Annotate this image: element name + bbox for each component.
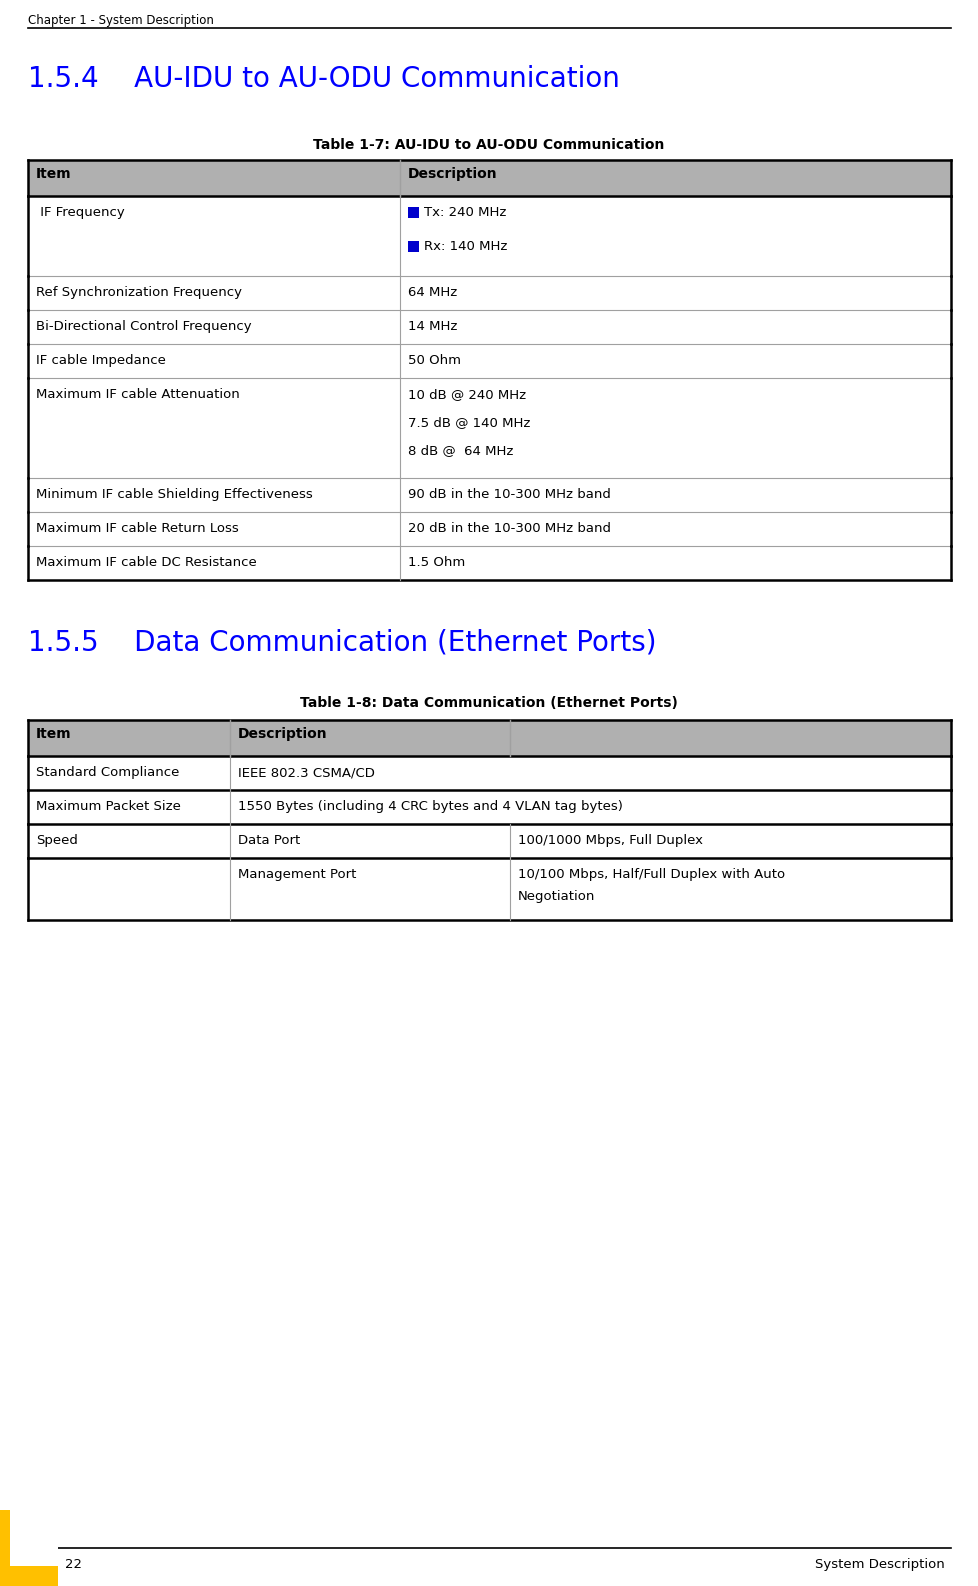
- Bar: [28, 197, 950, 276]
- Text: 1.5.4    AU-IDU to AU-ODU Communication: 1.5.4 AU-IDU to AU-ODU Communication: [28, 65, 619, 94]
- Bar: [0, 1510, 15, 1586]
- Bar: [28, 344, 950, 377]
- Bar: [408, 208, 419, 217]
- Text: 1550 Bytes (including 4 CRC bytes and 4 VLAN tag bytes): 1550 Bytes (including 4 CRC bytes and 4 …: [238, 799, 622, 814]
- Bar: [28, 160, 950, 197]
- Bar: [0, 1510, 58, 1586]
- Text: Item: Item: [36, 726, 71, 741]
- Text: Rx: 140 MHz: Rx: 140 MHz: [423, 239, 507, 254]
- Bar: [408, 241, 419, 252]
- Bar: [0, 1557, 58, 1586]
- Text: 14 MHz: 14 MHz: [408, 320, 457, 333]
- Text: Chapter 1 - System Description: Chapter 1 - System Description: [28, 14, 213, 27]
- Text: Maximum IF cable DC Resistance: Maximum IF cable DC Resistance: [36, 557, 256, 569]
- Text: 100/1000 Mbps, Full Duplex: 100/1000 Mbps, Full Duplex: [517, 834, 702, 847]
- Text: Bi-Directional Control Frequency: Bi-Directional Control Frequency: [36, 320, 251, 333]
- Text: Maximum IF cable Return Loss: Maximum IF cable Return Loss: [36, 522, 239, 534]
- Bar: [28, 790, 950, 825]
- Text: Standard Compliance: Standard Compliance: [36, 766, 179, 779]
- Text: Table 1-8: Data Communication (Ethernet Ports): Table 1-8: Data Communication (Ethernet …: [299, 696, 677, 711]
- Text: Management Port: Management Port: [238, 868, 356, 880]
- Text: Speed: Speed: [36, 834, 78, 847]
- Text: 10/100 Mbps, Half/Full Duplex with Auto: 10/100 Mbps, Half/Full Duplex with Auto: [517, 868, 784, 880]
- Bar: [28, 276, 950, 309]
- Text: System Description: System Description: [815, 1557, 944, 1572]
- Text: 8 dB @  64 MHz: 8 dB @ 64 MHz: [408, 444, 512, 457]
- Text: Data Port: Data Port: [238, 834, 300, 847]
- Bar: [28, 546, 950, 580]
- Text: 10 dB @ 240 MHz: 10 dB @ 240 MHz: [408, 389, 525, 401]
- Text: Tx: 240 MHz: Tx: 240 MHz: [423, 206, 506, 219]
- Text: 1.5.5    Data Communication (Ethernet Ports): 1.5.5 Data Communication (Ethernet Ports…: [28, 628, 656, 657]
- Text: 50 Ohm: 50 Ohm: [408, 354, 461, 366]
- Text: Description: Description: [238, 726, 328, 741]
- Text: IF cable Impedance: IF cable Impedance: [36, 354, 165, 366]
- Text: Table 1-7: AU-IDU to AU-ODU Communication: Table 1-7: AU-IDU to AU-ODU Communicatio…: [313, 138, 664, 152]
- Text: Negotiation: Negotiation: [517, 890, 595, 902]
- Text: 90 dB in the 10-300 MHz band: 90 dB in the 10-300 MHz band: [408, 488, 610, 501]
- Text: 1.5 Ohm: 1.5 Ohm: [408, 557, 465, 569]
- Bar: [28, 377, 950, 477]
- Bar: [10, 1510, 58, 1565]
- Bar: [28, 309, 950, 344]
- Bar: [28, 757, 950, 790]
- Bar: [28, 477, 950, 512]
- Bar: [28, 858, 950, 920]
- Text: 7.5 dB @ 140 MHz: 7.5 dB @ 140 MHz: [408, 416, 530, 428]
- Text: 20 dB in the 10-300 MHz band: 20 dB in the 10-300 MHz band: [408, 522, 610, 534]
- Text: Maximum IF cable Attenuation: Maximum IF cable Attenuation: [36, 389, 240, 401]
- Bar: [28, 825, 950, 858]
- Text: Ref Synchronization Frequency: Ref Synchronization Frequency: [36, 285, 242, 300]
- Bar: [28, 720, 950, 757]
- Text: Minimum IF cable Shielding Effectiveness: Minimum IF cable Shielding Effectiveness: [36, 488, 312, 501]
- Text: Description: Description: [408, 167, 497, 181]
- Text: 64 MHz: 64 MHz: [408, 285, 457, 300]
- Text: Maximum Packet Size: Maximum Packet Size: [36, 799, 181, 814]
- Text: 22: 22: [65, 1557, 82, 1572]
- Text: IEEE 802.3 CSMA/CD: IEEE 802.3 CSMA/CD: [238, 766, 375, 779]
- Text: Item: Item: [36, 167, 71, 181]
- Text: IF Frequency: IF Frequency: [36, 206, 124, 219]
- Bar: [28, 512, 950, 546]
